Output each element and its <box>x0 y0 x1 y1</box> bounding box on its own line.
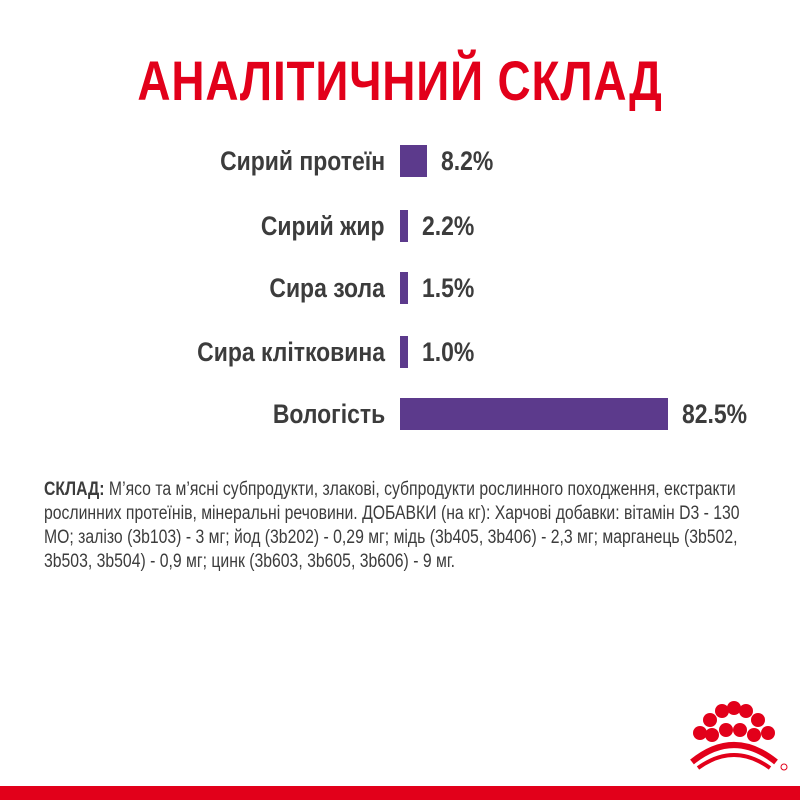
bar <box>400 336 408 368</box>
composition-body: М’ясо та м’ясні субпродукти, злакові, су… <box>44 479 740 572</box>
bar-row: Сирий жир 2.2% <box>0 210 800 242</box>
composition-label: СКЛАД: <box>44 479 105 500</box>
bottom-brand-bar <box>0 786 800 800</box>
category-label: Вологість <box>272 399 385 429</box>
category-label: Сирий протеїн <box>220 146 385 176</box>
bar <box>400 210 408 242</box>
bar <box>400 145 427 177</box>
category-label: Сирий жир <box>261 211 385 241</box>
value-label: 1.5% <box>422 273 475 303</box>
composition-text: СКЛАД: М’ясо та м’ясні субпродукти, злак… <box>44 478 791 574</box>
royal-canin-logo <box>690 701 788 771</box>
value-label: 2.2% <box>422 211 475 241</box>
category-label: Сира зола <box>269 273 385 303</box>
bar-row: Сира зола 1.5% <box>0 272 800 304</box>
value-label: 8.2% <box>440 146 493 176</box>
bar <box>400 398 669 430</box>
bar <box>400 272 408 304</box>
category-label: Сира клітковина <box>197 337 385 367</box>
value-label: 82.5% <box>682 399 748 429</box>
value-label: 1.0% <box>422 337 475 367</box>
page-title: АНАЛІТИЧНИЙ СКЛАД <box>137 49 663 112</box>
bar-row: Сирий протеїн 8.2% <box>0 145 800 177</box>
bar-row: Вологість 82.5% <box>0 398 800 430</box>
bar-row: Сира клітковина 1.0% <box>0 336 800 368</box>
